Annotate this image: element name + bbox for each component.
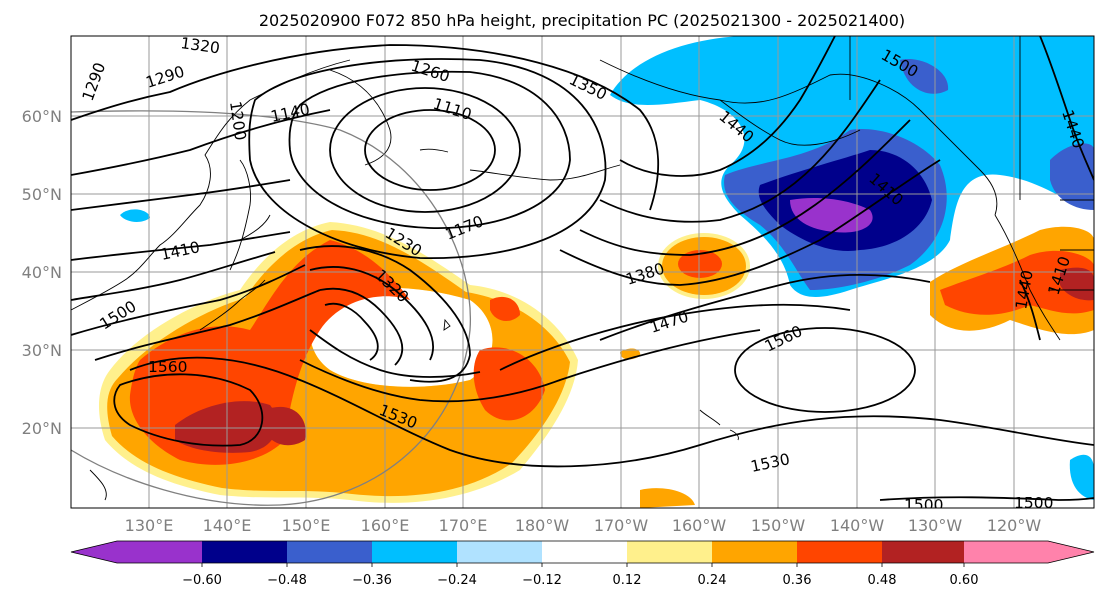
lon-label-180w: 180°W	[515, 516, 570, 535]
colorbar-tick-7: 0.24	[698, 573, 727, 588]
colorbar-bin-3	[287, 541, 372, 563]
colorbar-tick-8: 0.36	[783, 573, 812, 588]
negative-anomaly-northeast	[120, 36, 1094, 500]
positive-anomaly-central	[658, 233, 750, 299]
lat-label-50n: 50°N	[22, 185, 62, 204]
colorbar-bin-2	[202, 541, 287, 563]
lon-label-130e: 130°E	[125, 516, 174, 535]
lon-label-170w: 170°W	[594, 516, 649, 535]
colorbar-extend-high	[1048, 541, 1094, 563]
colorbar-tick-4: −0.24	[437, 573, 477, 588]
map-title: 2025020900 F072 850 hPa height, precipit…	[259, 11, 905, 30]
lon-label-160e: 160°E	[361, 516, 410, 535]
lon-label-140e: 140°E	[203, 516, 252, 535]
colorbar-tick-5: −0.12	[522, 573, 562, 588]
lon-label-130w: 130°W	[908, 516, 963, 535]
lon-label-150w: 150°W	[751, 516, 806, 535]
colorbar-tick-9: 0.48	[868, 573, 897, 588]
height-contours	[71, 36, 1094, 501]
colorbar-bin-10	[882, 541, 964, 563]
positive-anomaly-west	[98, 222, 695, 508]
latitude-labels: 60°N 50°N 40°N 30°N 20°N	[22, 107, 62, 438]
lat-label-20n: 20°N	[22, 419, 62, 438]
contour-label-1320-north: 1320	[179, 34, 221, 57]
lat-label-30n: 30°N	[22, 341, 62, 360]
range-ring	[71, 110, 472, 506]
lon-label-150e: 150°E	[282, 516, 331, 535]
positive-anomaly-east	[930, 226, 1094, 335]
lon-label-120w: 120°W	[987, 516, 1042, 535]
colorbar-bin-7	[627, 541, 712, 563]
colorbar-tick-10: 0.60	[950, 573, 979, 588]
lon-label-170e: 170°E	[439, 516, 488, 535]
contour-label-1500-southeast-2: 1500	[1014, 494, 1053, 512]
colorbar-bin-8	[712, 541, 797, 563]
colorbar-tick-3: −0.36	[352, 573, 392, 588]
colorbar-tick-2: −0.48	[267, 573, 307, 588]
contour-label-1500-southeast: 1500	[904, 496, 943, 514]
colorbar-tick-1: −0.60	[182, 573, 222, 588]
colorbar-bin-9	[797, 541, 882, 563]
map-frame	[70, 35, 1095, 509]
colorbar: −0.60 −0.48 −0.36 −0.24 −0.12 0.12 0.24 …	[70, 540, 1095, 588]
lon-label-140w: 140°W	[830, 516, 885, 535]
map-panel: 1320 1290 1290 1260 1350 1200 1140 1110 …	[71, 34, 1094, 514]
contour-label-1560-west: 1560	[148, 358, 187, 376]
colorbar-tick-6: 0.12	[613, 573, 642, 588]
contour-label-1200: 1200	[226, 100, 249, 142]
lat-label-60n: 60°N	[22, 107, 62, 126]
longitude-labels: 130°E 140°E 150°E 160°E 170°E 180°W 170°…	[125, 516, 1042, 535]
colorbar-bin-11	[964, 541, 1048, 563]
colorbar-bin-4	[372, 541, 457, 563]
lat-label-40n: 40°N	[22, 263, 62, 282]
colorbar-bin-1	[117, 541, 202, 563]
colorbar-bin-5	[457, 541, 542, 563]
colorbar-bin-6	[542, 541, 627, 563]
colorbar-extend-low	[71, 541, 117, 563]
lon-label-160w: 160°W	[672, 516, 727, 535]
